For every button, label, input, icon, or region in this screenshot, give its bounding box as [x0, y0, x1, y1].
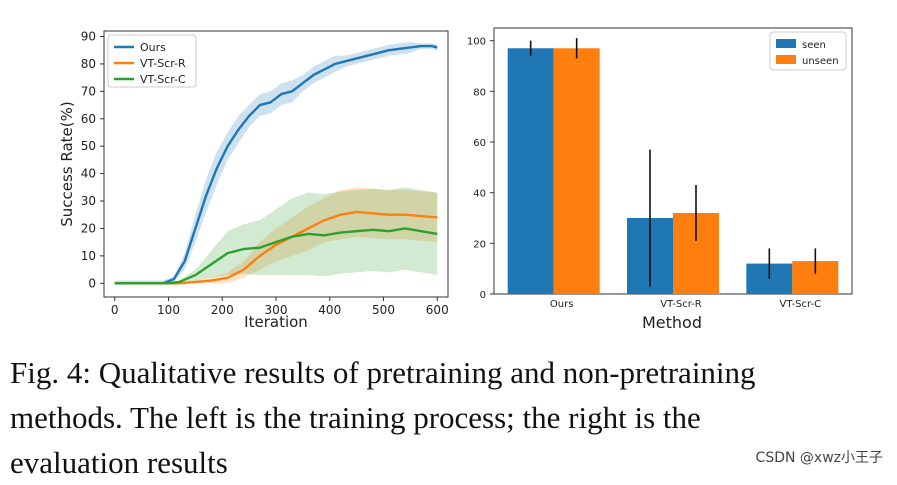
y-tick-label: 20: [81, 221, 96, 235]
y-tick-label: 70: [81, 84, 96, 98]
y-tick-label: 40: [473, 189, 486, 200]
y-tick-label: 10: [81, 249, 96, 263]
y-tick-label: 50: [81, 139, 96, 153]
confidence-band-ours: [114, 41, 438, 284]
legend-label-seen: seen: [802, 40, 826, 51]
y-tick-label: 0: [88, 276, 96, 290]
caption-line-2: methods. The left is the training proces…: [10, 400, 701, 435]
y-tick-label: 90: [81, 29, 96, 43]
legend-label-vt-scr-c: VT-Scr-C: [140, 73, 186, 86]
legend-label-unseen: unseen: [802, 56, 839, 67]
caption-line-3: evaluation results: [10, 445, 228, 480]
x-tick-label: VT-Scr-R: [660, 299, 702, 310]
y-tick-label: 60: [81, 112, 96, 126]
x-tick-label: 600: [426, 303, 449, 317]
x-tick-label: 0: [111, 303, 119, 317]
bar-seen-ours: [507, 48, 554, 295]
legend-swatch-seen: [776, 39, 796, 48]
right-bar-chart: Ours VT-Scr-R VT-Scr-C 0 20 40 60 80 100 Method se…: [467, 27, 853, 332]
x-tick-label: Ours: [550, 299, 574, 310]
series-line-ours: [114, 44, 438, 285]
legend: seen unseen: [769, 31, 847, 71]
caption-line-1: Fig. 4: Qualitative results of pretraini…: [10, 355, 756, 390]
figure-panels: 0 100 200 300 400 500 6000102030405060708090It…: [58, 27, 853, 332]
x-tick-label: 500: [372, 303, 395, 317]
x-tick-label: VT-Scr-C: [780, 299, 822, 310]
y-tick-label: 60: [473, 138, 486, 149]
y-tick-label: 30: [81, 194, 96, 208]
legend-swatch-unseen: [776, 55, 796, 64]
x-tick-label: 100: [157, 303, 180, 317]
x-tick-label: 200: [211, 303, 234, 317]
legend-label-vt-scr-r: VT-Scr-R: [140, 57, 186, 70]
y-axis-label: Success Rate(%): [58, 101, 76, 227]
series-line-vt-scr-c: [114, 227, 438, 285]
left-line-chart: 0 100 200 300 400 500 600 0 10 20 30 40 50 60 70 80 90 It…: [58, 29, 449, 331]
x-axis-label: Method: [642, 313, 702, 332]
figure-caption: Fig. 4: Qualitative results of pretraini…: [10, 350, 890, 485]
x-axis-label: Iteration: [244, 313, 308, 331]
watermark-text: CSDN @xwz小王子: [755, 450, 883, 466]
bar-unseen-ours: [553, 48, 600, 295]
y-tick-label: 20: [473, 239, 486, 250]
legend: Ours VT-Scr-R VT-Scr-C: [107, 34, 197, 88]
y-tick-label: 100: [467, 37, 486, 48]
legend-label-ours: Ours: [140, 41, 166, 54]
x-tick-label: 300: [265, 303, 288, 317]
y-tick-label: 80: [81, 57, 96, 71]
y-tick-label: 0: [480, 290, 486, 301]
y-tick-label: 80: [473, 87, 486, 98]
y-tick-label: 40: [81, 167, 96, 181]
x-tick-label: 400: [318, 303, 341, 317]
